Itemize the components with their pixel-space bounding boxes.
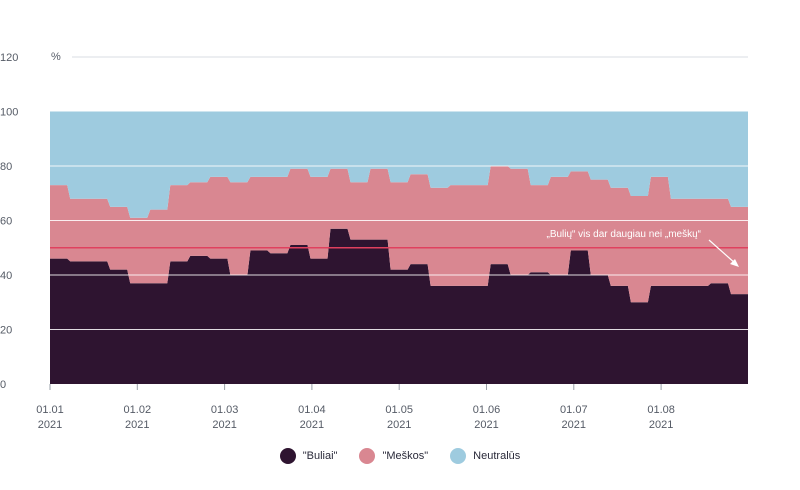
annotation: „Bulių“ vis dar daugiau nei „meškų“	[546, 229, 739, 267]
legend-swatch-0	[279, 448, 296, 464]
annotation-arrow-line	[708, 239, 737, 265]
x-tick-date-6: 01.07	[560, 404, 588, 416]
area-series-1	[50, 166, 748, 303]
legend-swatch-1	[359, 448, 376, 464]
y-tick-label-100: 100	[0, 107, 18, 119]
y-tick-label-60: 60	[0, 216, 12, 228]
legend-item-1: "Meškos"	[359, 448, 428, 464]
x-tick-date-3: 01.04	[298, 404, 326, 416]
annotation-arrow-head	[730, 259, 739, 267]
area-series-0	[50, 228, 748, 384]
stacked-area-chart: 0 20 40 60 80 100 120 01.01 2021 01.02 2021 01.03 2…	[0, 51, 748, 431]
x-tick-date-4: 01.05	[385, 404, 413, 416]
x-tick-year-5: 2021	[474, 419, 498, 431]
y-tick-label-20: 20	[0, 325, 12, 337]
x-tick-year-6: 2021	[562, 419, 586, 431]
legend-label-2: Neutralūs	[473, 450, 521, 462]
legend: "Buliai" "Meškos" Neutralūs	[0, 448, 800, 464]
y-axis-unit: %	[51, 51, 61, 63]
x-tick-date-0: 01.01	[36, 404, 64, 416]
y-tick-label-120: 120	[0, 52, 18, 64]
area-series-2	[50, 111, 748, 218]
legend-swatch-2	[450, 448, 467, 464]
legend-item-2: Neutralūs	[450, 448, 520, 464]
x-tick-date-7: 01.08	[647, 404, 675, 416]
x-axis: 01.01 2021 01.02 2021 01.03 2021 01.04 2021 01.0…	[36, 384, 675, 431]
x-tick-date-1: 01.02	[124, 404, 152, 416]
x-tick-year-3: 2021	[300, 419, 324, 431]
legend-item-0: "Buliai"	[279, 448, 338, 464]
y-axis: 0 20 40 60 80 100 120	[0, 52, 18, 391]
x-tick-year-4: 2021	[387, 419, 411, 431]
x-tick-year-7: 2021	[649, 419, 673, 431]
legend-label-1: "Meškos"	[382, 450, 429, 462]
x-tick-year-1: 2021	[125, 419, 149, 431]
chart-areas	[50, 111, 748, 384]
legend-label-0: "Buliai"	[302, 450, 338, 462]
y-tick-label-0: 0	[0, 379, 6, 391]
x-tick-date-2: 01.03	[211, 404, 239, 416]
x-tick-date-5: 01.06	[473, 404, 501, 416]
x-tick-year-2: 2021	[212, 419, 236, 431]
annotation-text: „Bulių“ vis dar daugiau nei „meškų“	[546, 229, 701, 240]
y-tick-label-40: 40	[0, 270, 12, 282]
y-tick-label-80: 80	[0, 161, 12, 173]
inner-gridlines	[50, 165, 748, 330]
x-tick-year-0: 2021	[38, 419, 62, 431]
